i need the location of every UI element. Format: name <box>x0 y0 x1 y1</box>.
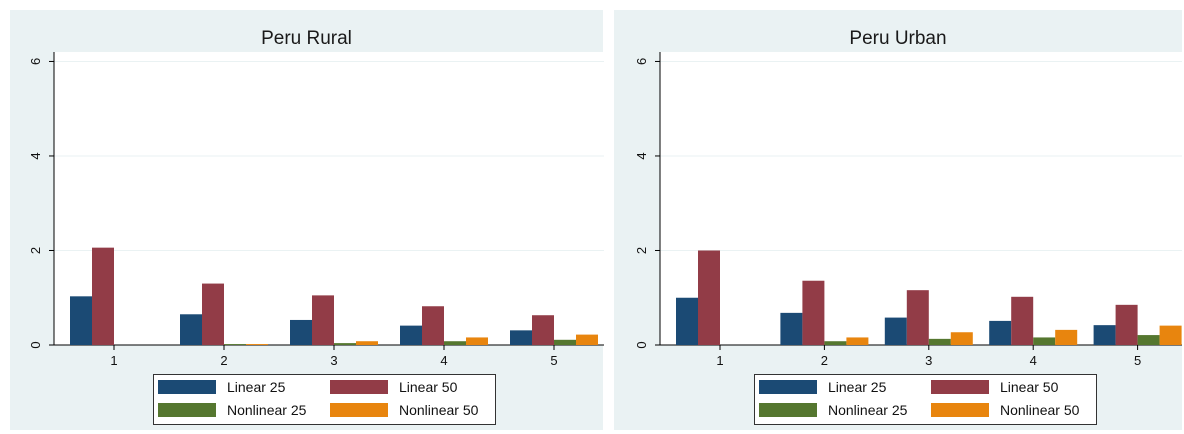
legend-label: Linear 50 <box>1000 379 1059 395</box>
legend-item: Linear 25 <box>759 379 886 395</box>
bar-linear-25 <box>989 320 1012 345</box>
legend-swatch <box>931 380 989 394</box>
legend-item: Nonlinear 50 <box>931 402 1079 418</box>
bar-linear-50 <box>802 280 825 345</box>
bar-linear-25 <box>400 325 422 345</box>
bar-linear-25 <box>510 330 532 345</box>
x-tick-label: 4 <box>1030 353 1037 368</box>
legend-swatch <box>158 403 216 417</box>
x-tick-label: 3 <box>925 353 932 368</box>
legend-item: Linear 50 <box>330 379 457 395</box>
legend-item: Linear 50 <box>931 379 1058 395</box>
x-tick-label: 1 <box>110 353 117 368</box>
bar-nonlinear-50 <box>246 344 268 345</box>
legend-label: Nonlinear 25 <box>828 402 908 418</box>
legend-label: Nonlinear 25 <box>227 402 307 418</box>
bar-nonlinear-25 <box>928 338 951 345</box>
bar-nonlinear-25 <box>824 341 847 345</box>
legend-label: Nonlinear 50 <box>399 402 479 418</box>
y-tick-label: 4 <box>634 152 649 159</box>
x-tick-label: 5 <box>550 353 557 368</box>
bar-chart-rural: 0 2 4 6 1 2 3 4 5 <box>28 52 604 368</box>
legend-swatch <box>759 380 817 394</box>
bar-linear-50 <box>532 315 554 345</box>
bar-linear-50 <box>906 290 929 345</box>
y-tick-label: 2 <box>28 247 43 254</box>
bar-linear-25 <box>884 317 907 345</box>
legend-swatch <box>330 403 388 417</box>
bar-linear-50 <box>312 295 334 345</box>
legend-item: Nonlinear 50 <box>330 402 478 418</box>
legend-item: Nonlinear 25 <box>158 402 306 418</box>
bar-nonlinear-25 <box>554 339 576 345</box>
legend-swatch <box>330 380 388 394</box>
chart-title: Peru Urban <box>849 28 947 49</box>
y-tick-label: 6 <box>634 58 649 65</box>
legend-item: Linear 25 <box>158 379 285 395</box>
bar-linear-25 <box>676 297 698 345</box>
legend-label: Linear 50 <box>399 379 458 395</box>
chart-panel-rural: Peru Rural 0 2 4 6 1 2 3 4 5 Linear 25 Linear 50 N… <box>10 10 604 430</box>
bar-nonlinear-50 <box>576 334 598 345</box>
bar-linear-25 <box>70 296 92 345</box>
bar-linear-25 <box>780 312 803 345</box>
bar-linear-50 <box>202 283 224 345</box>
x-tick-label: 4 <box>440 353 447 368</box>
legend-swatch <box>759 403 817 417</box>
bar-nonlinear-50 <box>846 337 869 345</box>
bar-linear-50 <box>698 250 720 345</box>
bar-linear-25 <box>290 319 312 345</box>
y-tick-label: 0 <box>634 341 649 348</box>
y-tick-label: 4 <box>28 152 43 159</box>
bar-nonlinear-50 <box>1159 325 1182 345</box>
bar-linear-25 <box>180 314 202 345</box>
legend-swatch <box>158 380 216 394</box>
x-tick-label: 5 <box>1134 353 1141 368</box>
x-tick-label: 2 <box>220 353 227 368</box>
bar-nonlinear-50 <box>356 341 378 345</box>
y-tick-label: 6 <box>28 58 43 65</box>
bar-nonlinear-25 <box>224 344 246 345</box>
bar-linear-50 <box>92 247 114 345</box>
bar-linear-50 <box>1011 296 1034 345</box>
legend-label: Linear 25 <box>828 379 887 395</box>
bar-nonlinear-25 <box>1137 335 1160 345</box>
x-tick-label: 2 <box>821 353 828 368</box>
bar-chart-urban: 0 2 4 6 1 2 3 4 5 <box>634 52 1182 368</box>
chart-panel-urban: Peru Urban 0 2 4 6 1 2 3 4 5 Linear 25 Linear 50 N… <box>614 10 1182 430</box>
bar-nonlinear-25 <box>1033 337 1056 345</box>
x-tick-label: 1 <box>716 353 723 368</box>
chart-title: Peru Rural <box>261 28 352 49</box>
bar-nonlinear-25 <box>444 341 466 345</box>
bar-nonlinear-50 <box>466 337 488 345</box>
legend-label: Linear 25 <box>227 379 286 395</box>
legend-label: Nonlinear 50 <box>1000 402 1080 418</box>
bar-linear-25 <box>1093 325 1116 345</box>
legend-swatch <box>931 403 989 417</box>
legend-item: Nonlinear 25 <box>759 402 907 418</box>
x-tick-label: 3 <box>330 353 337 368</box>
bar-nonlinear-50 <box>950 332 973 345</box>
y-tick-label: 2 <box>634 247 649 254</box>
y-tick-label: 0 <box>28 341 43 348</box>
bar-nonlinear-25 <box>334 343 356 345</box>
chart-legend: Linear 25 Linear 50 Nonlinear 25 Nonlinear … <box>754 374 1097 425</box>
bar-linear-50 <box>1115 304 1138 345</box>
bar-nonlinear-50 <box>1055 329 1078 345</box>
chart-legend: Linear 25 Linear 50 Nonlinear 25 Nonlinear … <box>153 374 496 425</box>
bar-linear-50 <box>422 306 444 345</box>
